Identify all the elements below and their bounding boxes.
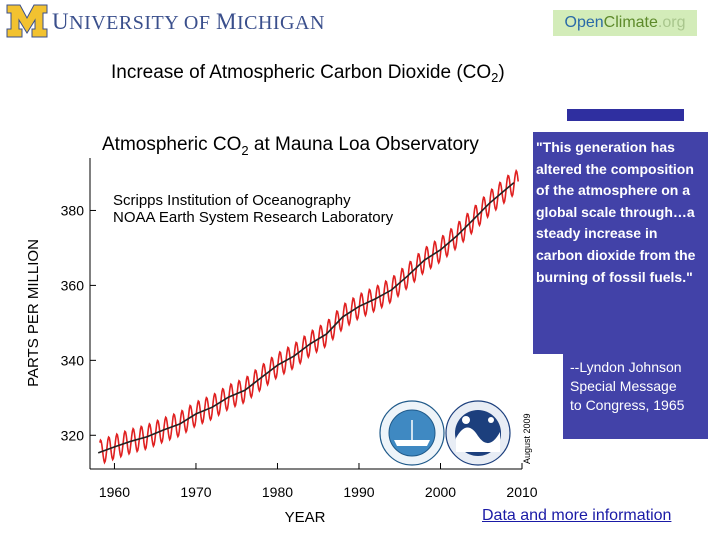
x-axis-label: YEAR (285, 509, 326, 526)
chart-title: Atmospheric CO2 at Mauna Loa Observatory (102, 134, 479, 158)
quote-text: "This generation has altered the composi… (536, 139, 696, 285)
data-info-link[interactable]: Data and more information (482, 507, 672, 524)
x-tick-label: 2010 (506, 484, 537, 500)
openclimate-logo[interactable]: OpenClimate.org (553, 10, 697, 36)
y-tick-label: 320 (61, 427, 85, 443)
trend-co2-line (97, 182, 515, 454)
y-tick-label: 380 (61, 202, 85, 218)
slide-title-main: Increase of Atmospheric Carbon Dioxide (… (111, 62, 492, 83)
x-tick-label: 1980 (262, 484, 293, 500)
plot-area: 320 340 360 380 1960 1970 1980 1990 2000 2010 (61, 158, 538, 500)
openclimate-org: .org (657, 14, 686, 31)
university-rest: NIVERSITY OF (69, 12, 216, 34)
quote-attribution: --Lyndon Johnson Special Message to Cong… (570, 358, 706, 415)
attribution-line-3: to Congress, 1965 (570, 397, 685, 413)
slide-title-end: ) (498, 62, 505, 83)
chart-title-subscript: 2 (241, 143, 248, 158)
chart-source-line-2: NOAA Earth System Research Laboratory (113, 209, 394, 226)
openclimate-climate: Climate (603, 14, 658, 31)
quote-box (533, 132, 708, 354)
date-note: August 2009 (522, 413, 532, 464)
y-tick-label: 340 (61, 352, 85, 368)
slide-title: Increase of Atmospheric Carbon Dioxide (… (111, 62, 505, 85)
attribution-line-1: --Lyndon Johnson (570, 359, 682, 375)
seasonal-co2-line (99, 168, 519, 465)
chart-title-end: at Mauna Loa Observatory (249, 134, 480, 155)
noaa-logo (445, 400, 511, 466)
michigan-rest: ICHIGAN (236, 12, 325, 34)
michigan-initial: M (216, 9, 237, 34)
chart-title-main: Atmospheric CO (102, 134, 241, 155)
x-tick-label: 1970 (180, 484, 211, 500)
accent-strip (567, 109, 684, 121)
slide-title-subscript: 2 (491, 70, 499, 85)
y-tick-label: 360 (61, 277, 85, 293)
x-tick-label: 1990 (343, 484, 374, 500)
openclimate-open: Open (564, 14, 604, 31)
x-tick-label: 2000 (425, 484, 456, 500)
university-name: UNIVERSITY OF MICHIGAN (52, 9, 325, 35)
y-axis-label: PARTS PER MILLION (25, 239, 42, 387)
chart-source-line-1: Scripps Institution of Oceanography (113, 192, 351, 209)
attribution-line-2: Special Message (570, 378, 677, 394)
co2-chart: Atmospheric CO2 at Mauna Loa Observatory… (25, 134, 538, 526)
x-tick-label: 1960 (99, 484, 130, 500)
university-initial: U (52, 9, 70, 34)
scripps-logo (379, 400, 445, 466)
university-block-m-logo (6, 4, 48, 38)
attribution-box (563, 354, 708, 439)
